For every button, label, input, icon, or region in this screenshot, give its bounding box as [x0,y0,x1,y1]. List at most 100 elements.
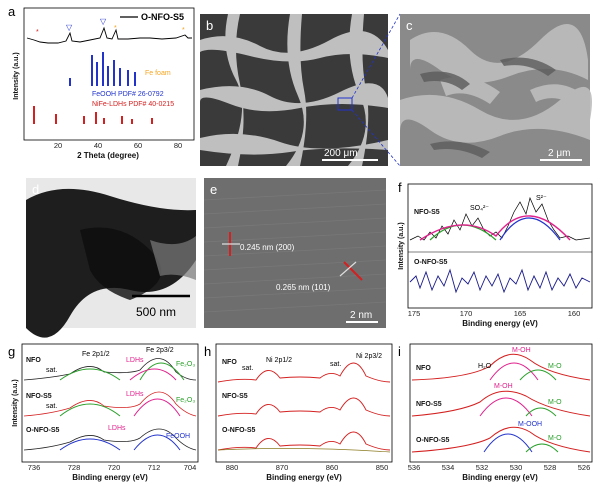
svg-text:712: 712 [148,463,161,472]
panel-f-frame [407,183,593,309]
panel-g-row1-fit [59,368,121,381]
panel-i-moh: M-OH [494,383,513,390]
panel-h-row-label: NFO-S5 [222,393,248,400]
panel-i-row-label: O-NFO-S5 [416,437,450,444]
panel-f-label: f [398,180,402,195]
panel-b-label: b [206,18,213,33]
svg-text:532: 532 [476,463,489,472]
panel-g-ldhs: LDHs [126,391,144,398]
panel-g-row-label: NFO-S5 [26,393,52,400]
panel-g-row2-fit [133,398,181,417]
panel-i-moh: M-OH [512,347,531,354]
panel-g-row-label: NFO [26,357,41,364]
panel-g-feooh: FeOOH [166,433,190,440]
panel-i-row3-spectrum [411,426,591,453]
panel-a-xlabel: 2 Theta (degree) [77,151,139,160]
panel-i-xlabel: Binding energy (eV) [462,473,538,482]
panel-e-label: e [210,182,217,197]
panel-h-sat: sat. [330,361,341,368]
panel-a-ldh-ref-label: NiFe-LDHs PDF# 40-0215 [92,101,174,108]
panel-i: i NFO H₂O M-OH M-O NFO-S5 M-OH M-O O-NFO… [398,343,593,482]
panel-a-feooh-ref-bars [69,52,136,86]
panel-g-row1-fit [129,368,177,381]
panel-g-row2-fit [59,403,121,417]
panel-h-ni12: Ni 2p1/2 [266,357,292,364]
panel-g-row3-fit [133,434,181,451]
panel-e-marker-red [343,261,363,281]
svg-text:860: 860 [326,463,339,472]
panel-g-row-label: O-NFO-S5 [26,427,60,434]
zoom-line-top [351,13,401,99]
panel-e-scale-text: 2 nm [350,310,372,321]
panel-g-sat: sat. [46,403,57,410]
panel-a-fe-ref-label: Fe foam [145,70,171,77]
svg-text:60: 60 [134,141,142,150]
panel-e-spacing-1: 0.245 nm (200) [240,243,295,252]
panel-a-fe-marker: * [114,25,117,32]
svg-text:850: 850 [376,463,389,472]
svg-text:530: 530 [510,463,523,472]
svg-text:720: 720 [108,463,121,472]
panel-a-frame [23,7,195,141]
panel-g-ldhs: LDHs [108,425,126,432]
panel-d: d 500 nm [26,178,196,338]
panel-i-row2-spectrum [411,390,591,417]
panel-b-foam-struts [200,14,388,166]
panel-d-particle-edge [150,236,196,280]
panel-e-lattice-fringes [203,189,387,313]
panel-i-row-label: NFO-S5 [416,401,442,408]
panel-h-frame [215,343,393,463]
panel-a-feooh-marker: ▽ [100,17,107,26]
svg-text:40: 40 [94,141,102,150]
panel-b: b 200 μm [200,14,388,166]
panel-h-ni32: Ni 2p3/2 [356,353,382,360]
svg-text:526: 526 [578,463,591,472]
panel-i-h2o: H₂O [478,363,492,370]
panel-g-fe2o3: Fe₂O₃ [176,361,195,368]
svg-text:704: 704 [184,463,197,472]
svg-text:534: 534 [442,463,455,472]
panel-h-xticks: 880 870 860 850 [226,463,389,472]
panel-c: c 2 μm [400,14,592,166]
panel-e-marker-white [339,261,357,277]
panel-e: e 0.245 nm (200) 0.265 nm (101) 2 nm [203,178,387,328]
panel-h: h NFO Ni 2p1/2 Ni 2p3/2 sat. sat. NFO-S5… [204,343,393,482]
panel-h-row-label: NFO [222,359,237,366]
svg-text:728: 728 [68,463,81,472]
panel-f-bottom-spectrum [409,268,591,294]
panel-h-row2-spectrum [217,397,391,417]
panel-c-shadows [420,57,556,158]
svg-text:880: 880 [226,463,239,472]
panel-f-top-label: NFO-S5 [414,209,440,216]
panel-i-mooh: M-OOH [518,421,542,428]
panel-d-label: d [32,182,39,197]
panel-b-zoom-box [337,97,353,111]
panel-f-ylabel: Intensity (a.u.) [398,222,405,269]
panel-g-fe2p32: Fe 2p3/2 [146,347,174,354]
panel-g-row1-spectrum [23,358,197,381]
zoom-line-bottom [351,109,401,167]
panel-f-bottom-label: O-NFO-S5 [414,259,448,266]
panel-b-scale-text: 200 μm [324,148,358,159]
panel-g-ylabel: Intensity (a.u.) [12,379,19,426]
panel-a-xrd-trace [26,26,192,44]
panel-c-scale-text: 2 μm [548,148,570,159]
svg-text:160: 160 [568,309,581,318]
panel-g-row2-spectrum [23,391,197,417]
panel-a-ldh-marker: * [36,29,39,36]
panel-a-feooh-marker: ▽ [66,23,73,32]
panel-i-mo: M-O [548,399,562,406]
panel-g-ldhs: LDHs [126,357,144,364]
panel-i-row1-fit [519,369,557,381]
panel-g-row3-fit [59,438,121,451]
panel-a-feooh-ref-label: FeOOH PDF# 26-0792 [92,91,164,98]
panel-i-row-label: NFO [416,365,431,372]
panel-i-frame [409,343,593,463]
panel-h-sat: sat. [242,365,253,372]
panel-g-xticks: 736 728 720 712 704 [28,463,197,472]
panel-i-row1-fit [489,362,539,381]
svg-text:175: 175 [408,309,421,318]
panel-g-xlabel: Binding energy (eV) [72,473,148,482]
panel-f-xticks: 175 170 165 160 [408,309,581,318]
